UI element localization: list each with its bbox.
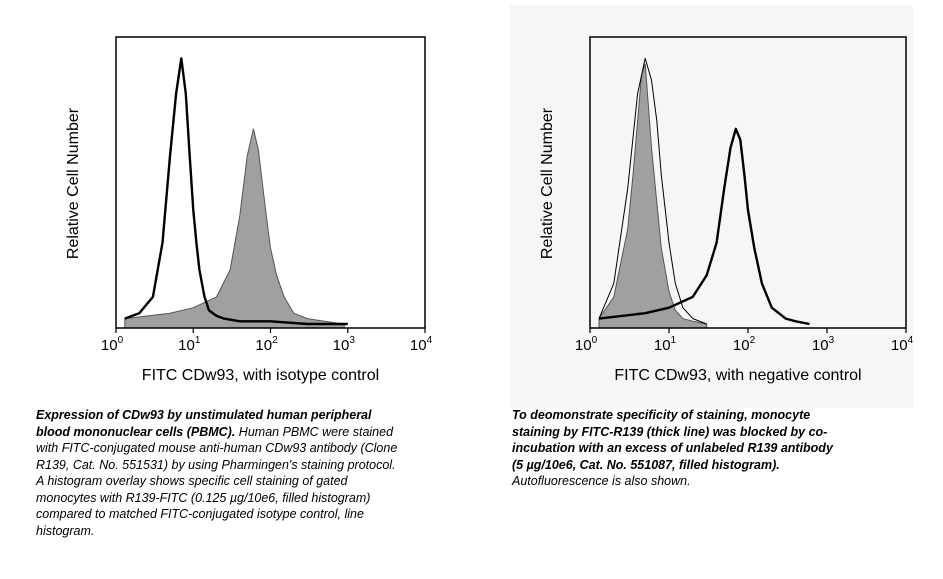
histogram-chart-negative: 100 101 102 103 104 FITC CDw93, with negative… [539, 36, 914, 384]
thick-line-histogram-negative-2 [598, 127, 810, 326]
x-tick-label-negative-1: 101 [654, 335, 677, 354]
y-axis-label-isotype: Relative Cell Number [65, 107, 82, 259]
caption-left-normal: Human PBMC were stained with FITC-conjug… [36, 424, 398, 538]
thin-line-histogram-negative-1 [598, 57, 707, 325]
histogram-chart-isotype: 100 101 102 103 104 FITC CDw93, with isotype … [65, 36, 433, 384]
histogram-panel-isotype: 100 101 102 103 104 FITC CDw93, with isotype … [0, 0, 470, 400]
caption-right: To deomonstrate specificity of staining,… [512, 407, 842, 490]
x-tick-label-isotype-4: 104 [410, 335, 433, 354]
x-tick-label-negative-4: 104 [891, 335, 914, 354]
x-tick-label-negative-0: 100 [575, 335, 598, 354]
x-tick-label-isotype-3: 103 [333, 335, 356, 354]
y-axis-label-negative: Relative Cell Number [539, 107, 556, 259]
x-tick-label-negative-2: 102 [733, 335, 756, 354]
caption-right-normal: Autofluorescence is also shown. [512, 474, 691, 488]
x-axis-label-negative: FITC CDw93, with negative control [614, 367, 861, 384]
filled-histogram-negative [598, 63, 708, 329]
x-tick-label-isotype-0: 100 [101, 335, 124, 354]
x-tick-label-isotype-1: 101 [178, 335, 201, 354]
caption-left: Expression of CDw93 by unstimulated huma… [36, 407, 406, 539]
caption-right-bold: To deomonstrate specificity of staining,… [512, 408, 833, 472]
x-tick-label-isotype-2: 102 [255, 335, 278, 354]
line-histogram-isotype-1 [124, 57, 348, 326]
x-tick-label-negative-3: 103 [812, 335, 835, 354]
caption-left-bold: Expression of CDw93 by unstimulated huma… [36, 408, 372, 439]
histogram-panel-negative: 100 101 102 103 104 FITC CDw93, with negative… [510, 5, 914, 408]
x-axis-label-isotype: FITC CDw93, with isotype control [142, 367, 379, 384]
filled-histogram-isotype [124, 128, 345, 329]
